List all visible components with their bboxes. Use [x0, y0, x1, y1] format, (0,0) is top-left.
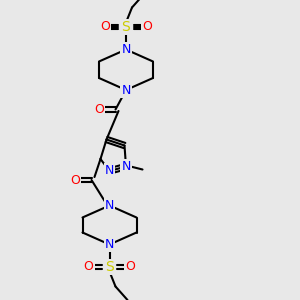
Text: N: N [105, 238, 114, 251]
Text: N: N [121, 83, 131, 97]
Text: N: N [121, 160, 131, 173]
Text: S: S [105, 260, 114, 274]
Text: O: O [84, 260, 93, 274]
Text: O: O [142, 20, 152, 34]
Text: O: O [94, 103, 104, 116]
Text: O: O [70, 173, 80, 187]
Text: N: N [105, 199, 114, 212]
Text: N: N [105, 164, 114, 178]
Text: N: N [121, 43, 131, 56]
Text: O: O [100, 20, 110, 34]
Text: S: S [122, 20, 130, 34]
Text: O: O [126, 260, 135, 274]
